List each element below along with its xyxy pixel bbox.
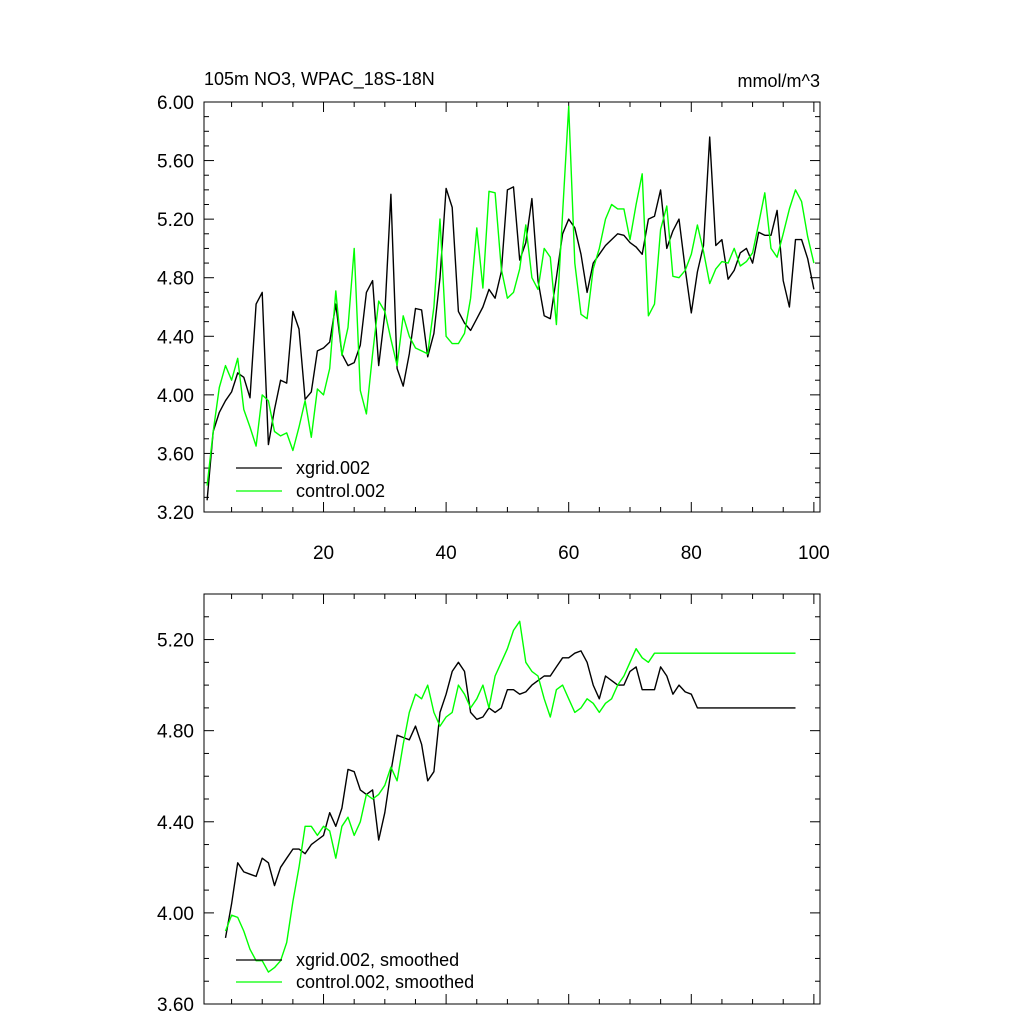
y-tick-label: 4.80 [157,722,194,743]
y-tick-label: 5.20 [157,631,194,652]
y-tick-label: 4.40 [157,327,194,348]
y-tick-label: 3.20 [157,503,194,524]
top-series-lines [206,105,815,501]
series-line-xgrid-smoothed [224,650,796,939]
x-tick-label: 40 [436,543,457,564]
bottom-legend: xgrid.002, smoothed control.002, smoothe… [236,950,474,992]
top-chart-panel: 105m NO3, WPAC_18S-18N mmol/m^3 3.20 3.60… [157,69,830,564]
x-tick-label: 60 [558,543,579,564]
legend-label-xgrid: xgrid.002 [296,458,370,478]
y-tick-label: 4.40 [157,813,194,834]
top-axis-ticks: 3.20 3.60 4.00 4.40 4.80 5.20 5.60 6.00 20 40 60 80… [157,93,830,564]
y-tick-label: 3.60 [157,444,194,465]
chart-title: 105m NO3, WPAC_18S-18N [204,69,435,90]
series-line-xgrid [206,136,815,501]
chart-units: mmol/m^3 [738,71,820,91]
y-tick-label: 5.60 [157,152,194,173]
y-tick-label: 5.20 [157,210,194,231]
y-tick-label: 3.60 [157,995,194,1016]
legend-label-control: control.002 [296,481,385,501]
legend-label-control-smoothed: control.002, smoothed [296,972,474,992]
top-legend: xgrid.002 control.002 [236,458,385,501]
y-tick-label: 6.00 [157,93,194,114]
bottom-chart-panel: 3.60 4.00 4.40 4.80 5.20 xgrid.002, smoothed… [157,593,821,1016]
series-line-control-smoothed [224,620,796,973]
y-tick-label: 4.80 [157,269,194,290]
y-tick-label: 4.00 [157,904,194,925]
x-tick-label: 80 [681,543,702,564]
bottom-series-lines [224,620,796,973]
top-plot-frame [203,101,821,513]
bottom-axis-ticks: 3.60 4.00 4.40 4.80 5.20 [157,593,820,1016]
x-tick-label: 100 [798,543,830,564]
y-tick-label: 4.00 [157,386,194,407]
series-line-control [206,105,815,486]
x-tick-label: 20 [313,543,334,564]
legend-label-xgrid-smoothed: xgrid.002, smoothed [296,950,459,970]
bottom-plot-frame [203,593,821,1005]
